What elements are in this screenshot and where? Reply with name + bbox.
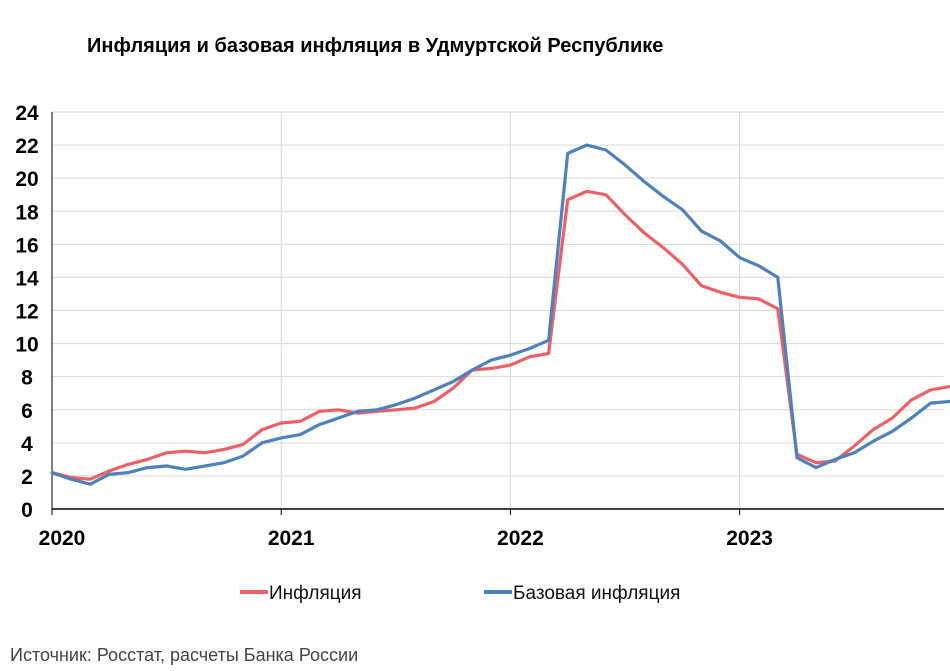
y-tick-label: 22 (15, 135, 38, 158)
legend-label-core: Базовая инфляция (513, 583, 680, 604)
grid-lines (52, 111, 944, 509)
y-tick-label: 6 (21, 400, 33, 423)
x-tick-label: 2021 (268, 527, 315, 550)
axes (51, 112, 944, 515)
y-tick-label: 12 (15, 301, 38, 324)
y-tick-label: 4 (21, 433, 33, 456)
y-tick-label: 0 (21, 499, 33, 522)
x-tick-label: 2023 (726, 527, 773, 550)
core-inflation-line (50, 143, 950, 486)
y-tick-label: 20 (15, 168, 38, 191)
x-axis-ticks: 2020 2021 2022 2023 (39, 527, 773, 550)
y-tick-label: 24 (15, 102, 39, 125)
y-tick-label: 18 (15, 201, 39, 224)
y-tick-label: 14 (15, 267, 39, 290)
x-tick-label: 2020 (39, 527, 86, 550)
y-tick-label: 8 (21, 367, 33, 390)
legend-label-inflation: Инфляция (269, 583, 362, 604)
y-tick-label: 2 (21, 466, 33, 489)
source-note: Источник: Росстат, расчеты Банка России (10, 645, 359, 665)
y-tick-label: 10 (15, 334, 38, 357)
y-tick-label: 16 (15, 234, 38, 257)
chart-title: Инфляция и базовая инфляция в Удмуртской… (87, 35, 664, 57)
legend: Инфляция Базовая инфляция (240, 583, 680, 604)
inflation-line (50, 189, 950, 481)
x-tick-label: 2022 (497, 527, 544, 550)
series-lines (50, 143, 950, 486)
